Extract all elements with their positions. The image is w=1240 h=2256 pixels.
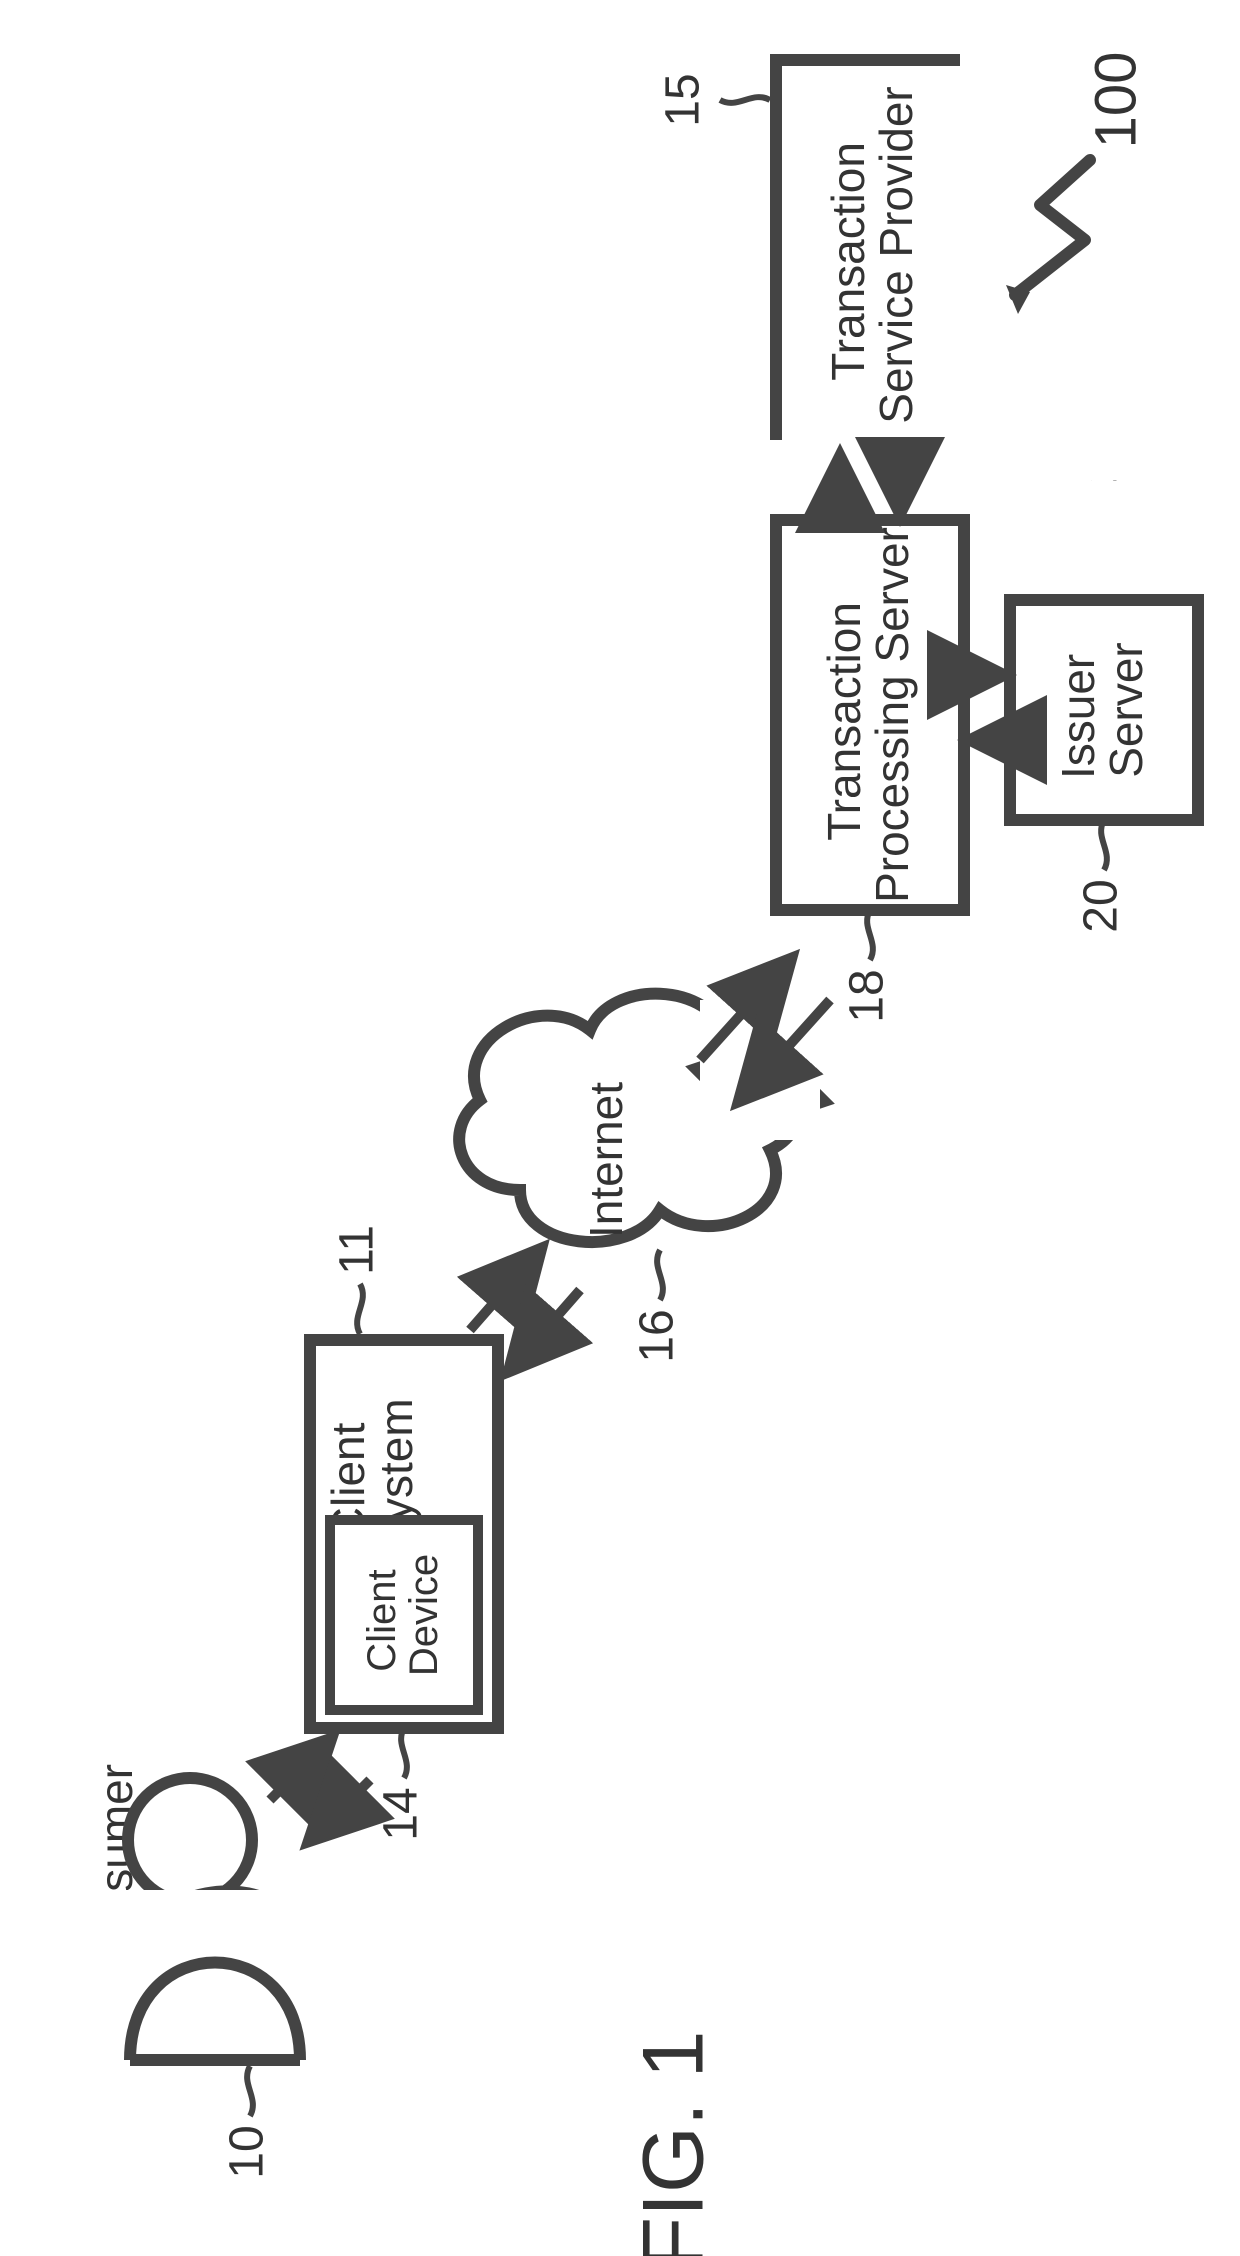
tsp-label-line2: Service Provider xyxy=(870,86,922,423)
svg-text:14: 14 xyxy=(375,1787,428,1840)
edge-consumer-client xyxy=(270,1740,370,1840)
tsp-ref-squiggle xyxy=(720,97,770,103)
tsp-node: Transaction Service Provider 15 xyxy=(657,60,972,450)
figure-caption: FIG. 1 xyxy=(626,2031,722,2256)
svg-text:Issuer Server: Issuer Server xyxy=(1052,641,1152,779)
svg-text:20: 20 xyxy=(1075,879,1128,932)
diagram-canvas: 100 Issuer Server 20 Transaction Process… xyxy=(0,0,1240,2256)
svg-text:18: 18 xyxy=(841,969,894,1022)
internet-ref: 16 xyxy=(631,1309,684,1362)
tsp-ref: 15 xyxy=(657,73,710,126)
svg-text:Transaction Service Prov: Transaction Service Provider xyxy=(822,86,922,423)
internet-label: Internet xyxy=(580,1082,632,1238)
tsp-label-line1: Transaction xyxy=(822,142,874,381)
svg-text:11: 11 xyxy=(331,1225,384,1275)
svg-text:100: 100 xyxy=(1083,52,1148,149)
consumer-ref: 10 xyxy=(221,2125,274,2178)
svg-text:Client Device: Client Device xyxy=(360,1554,446,1676)
